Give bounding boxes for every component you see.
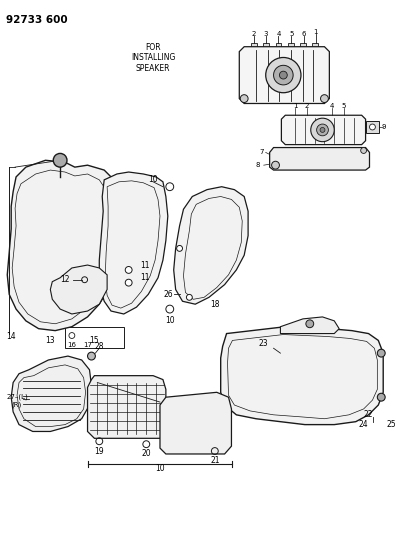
Text: 7: 7	[259, 149, 264, 156]
Circle shape	[279, 71, 287, 79]
Text: 12: 12	[60, 275, 70, 284]
Circle shape	[177, 246, 183, 252]
Bar	[45, 229, 70, 246]
Text: 92733 600: 92733 600	[6, 15, 68, 26]
Circle shape	[320, 127, 325, 132]
Polygon shape	[99, 172, 168, 314]
Text: 21: 21	[210, 456, 220, 465]
Bar	[263, 43, 269, 51]
Polygon shape	[88, 376, 166, 438]
Circle shape	[240, 95, 248, 102]
Text: 4: 4	[330, 103, 335, 109]
Circle shape	[317, 124, 328, 136]
Circle shape	[166, 183, 174, 191]
Polygon shape	[221, 327, 383, 425]
Text: 2: 2	[304, 103, 309, 109]
Polygon shape	[270, 148, 370, 170]
Circle shape	[311, 118, 334, 142]
Text: 15: 15	[90, 336, 99, 345]
Text: 3: 3	[264, 31, 268, 37]
Text: 10: 10	[148, 175, 158, 184]
Text: 28: 28	[94, 342, 104, 351]
Bar	[290, 358, 305, 368]
Polygon shape	[160, 392, 231, 454]
Polygon shape	[174, 187, 248, 304]
Text: 18: 18	[210, 300, 220, 309]
Bar	[312, 43, 318, 51]
Bar	[251, 43, 257, 51]
Text: 5: 5	[342, 103, 346, 109]
Text: 11: 11	[141, 273, 150, 282]
Polygon shape	[7, 160, 119, 330]
Text: 10: 10	[165, 316, 175, 325]
Circle shape	[166, 305, 174, 313]
Circle shape	[377, 349, 385, 357]
Text: 2: 2	[252, 31, 256, 37]
Text: 10: 10	[155, 464, 165, 473]
Circle shape	[272, 161, 279, 169]
Polygon shape	[280, 317, 339, 334]
Text: 5: 5	[289, 31, 293, 37]
Circle shape	[274, 66, 293, 85]
Text: 26: 26	[163, 290, 173, 299]
Text: 25: 25	[386, 420, 396, 429]
Bar	[254, 343, 272, 355]
Polygon shape	[281, 115, 366, 144]
Text: 13: 13	[46, 336, 55, 345]
Bar	[366, 121, 379, 133]
Text: 23: 23	[259, 339, 269, 348]
Polygon shape	[239, 47, 330, 103]
Circle shape	[320, 95, 328, 102]
Circle shape	[187, 294, 192, 300]
Bar	[117, 255, 135, 269]
Circle shape	[361, 148, 366, 154]
Text: 4: 4	[276, 31, 281, 37]
Circle shape	[370, 124, 376, 130]
Text: 16: 16	[67, 342, 76, 348]
Text: 24: 24	[359, 420, 368, 429]
Polygon shape	[50, 265, 107, 314]
Circle shape	[53, 154, 67, 167]
Bar	[42, 191, 72, 213]
Text: 6: 6	[302, 31, 306, 37]
Circle shape	[125, 266, 132, 273]
Text: 17: 17	[83, 342, 92, 348]
Text: 14: 14	[6, 332, 16, 341]
Text: 1: 1	[313, 29, 318, 35]
Text: 9: 9	[382, 124, 386, 130]
Circle shape	[88, 352, 95, 360]
Bar	[300, 43, 306, 51]
Text: 22: 22	[364, 410, 373, 419]
Text: 8: 8	[255, 162, 260, 168]
Text: 27–(L): 27–(L)	[6, 394, 28, 400]
Text: 19: 19	[94, 447, 104, 456]
Circle shape	[266, 58, 301, 93]
Bar	[65, 327, 124, 348]
Bar	[288, 43, 294, 51]
Circle shape	[377, 393, 385, 401]
Text: (R): (R)	[11, 402, 21, 408]
Bar	[276, 43, 281, 51]
Text: FOR
INSTALLING
SPEAKER: FOR INSTALLING SPEAKER	[131, 43, 175, 72]
Text: 1: 1	[293, 103, 297, 109]
Text: 11: 11	[141, 261, 150, 270]
Circle shape	[306, 320, 314, 328]
Circle shape	[125, 279, 132, 286]
Text: 20: 20	[141, 449, 151, 458]
Polygon shape	[11, 356, 91, 432]
